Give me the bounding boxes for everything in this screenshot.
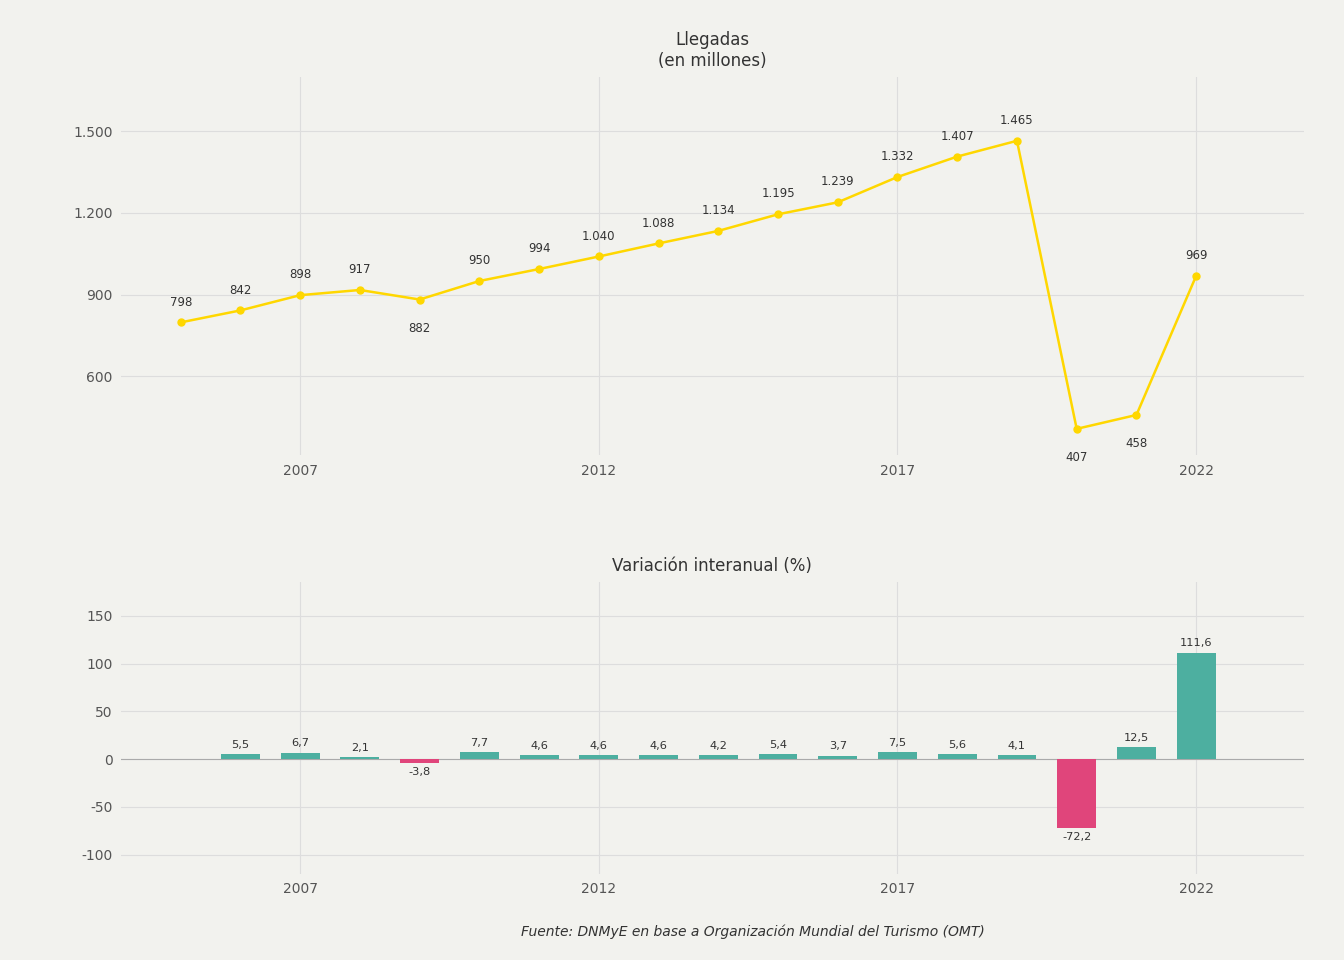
Text: 3,7: 3,7 (829, 741, 847, 752)
Text: 4,2: 4,2 (710, 741, 727, 751)
Text: 1.332: 1.332 (880, 150, 914, 163)
Text: -72,2: -72,2 (1062, 832, 1091, 842)
Text: 111,6: 111,6 (1180, 638, 1212, 648)
Bar (640, 755, 677, 759)
Text: -3,8: -3,8 (409, 767, 430, 777)
Bar (1058, 759, 1097, 828)
Text: 798: 798 (169, 296, 192, 308)
Text: 4,6: 4,6 (590, 740, 607, 751)
Text: 1.239: 1.239 (821, 176, 855, 188)
Bar (1117, 747, 1156, 759)
Text: 882: 882 (409, 322, 430, 335)
Text: 1.195: 1.195 (761, 187, 794, 201)
Text: 5,4: 5,4 (769, 740, 788, 750)
Bar (460, 752, 499, 759)
Bar (579, 755, 618, 759)
Text: 5,5: 5,5 (231, 739, 250, 750)
Text: 12,5: 12,5 (1124, 733, 1149, 743)
Text: 842: 842 (230, 283, 251, 297)
Text: 4,6: 4,6 (649, 740, 668, 751)
Text: 1.040: 1.040 (582, 229, 616, 243)
Title: Variación interanual (%): Variación interanual (%) (613, 558, 812, 575)
Bar (938, 754, 977, 759)
Text: 458: 458 (1125, 437, 1148, 450)
Text: 7,5: 7,5 (888, 737, 907, 748)
Text: 917: 917 (348, 263, 371, 276)
Text: 1.465: 1.465 (1000, 114, 1034, 127)
Bar (758, 754, 797, 759)
Text: 898: 898 (289, 268, 312, 281)
Text: 7,7: 7,7 (470, 737, 488, 748)
Bar (340, 757, 379, 759)
Text: 1.088: 1.088 (642, 217, 675, 229)
Text: 4,6: 4,6 (530, 740, 548, 751)
Title: Llegadas
(en millones): Llegadas (en millones) (659, 31, 766, 70)
Bar (997, 756, 1036, 759)
Bar (699, 756, 738, 759)
Bar (401, 759, 439, 762)
Bar (520, 755, 559, 759)
Text: 407: 407 (1066, 451, 1087, 464)
Bar (878, 752, 917, 759)
Bar (220, 754, 259, 759)
Bar (281, 753, 320, 759)
Text: 969: 969 (1185, 249, 1207, 262)
Bar (818, 756, 857, 759)
Text: 6,7: 6,7 (292, 738, 309, 749)
Bar (1177, 653, 1215, 759)
Text: 5,6: 5,6 (949, 739, 966, 750)
Text: 4,1: 4,1 (1008, 741, 1025, 751)
Text: Fuente: DNMyE en base a Organización Mundial del Turismo (OMT): Fuente: DNMyE en base a Organización Mun… (520, 924, 985, 939)
Text: 2,1: 2,1 (351, 743, 368, 753)
Text: 950: 950 (468, 254, 491, 267)
Text: 994: 994 (528, 242, 550, 255)
Text: 1.407: 1.407 (941, 130, 974, 143)
Text: 1.134: 1.134 (702, 204, 735, 217)
